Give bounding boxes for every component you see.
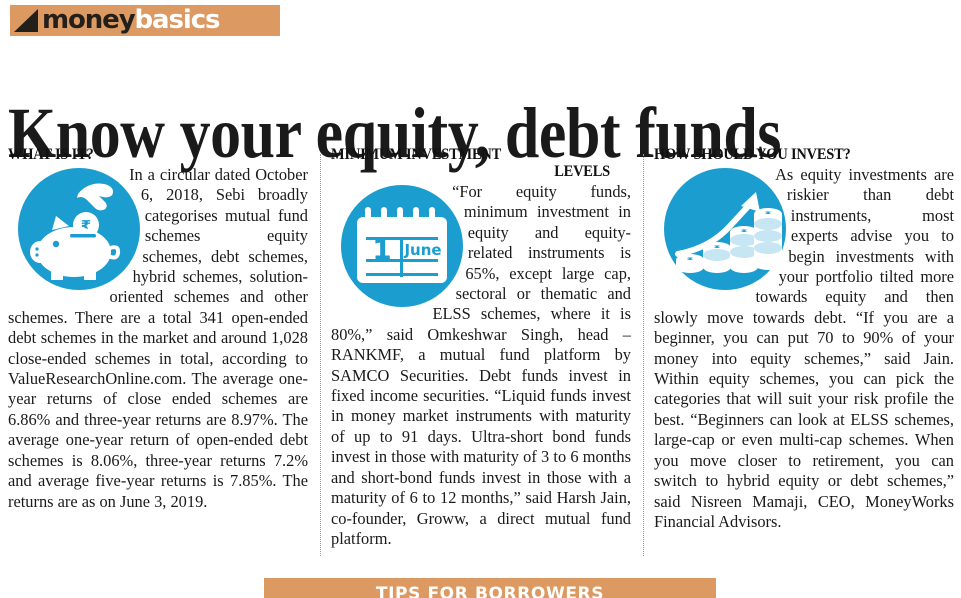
column-heading: MINIMUM INVESTMENT LEVELS xyxy=(331,146,610,180)
growth-chart-glyph: ₹ ₹ ₹ ₹ xyxy=(675,192,782,273)
piggy-bank-glyph: ₹ xyxy=(30,183,121,280)
masthead-banner: money basics xyxy=(10,5,280,36)
column-body-text: In a circular dated October 6, 2018, Seb… xyxy=(8,165,308,511)
masthead-word-basics: basics xyxy=(134,5,221,35)
column-body: “For equity funds, minimum investment in… xyxy=(331,182,631,549)
column-body-text: As equity investments are riskier than d… xyxy=(654,165,954,531)
column-gap xyxy=(308,146,331,566)
masthead-word-money: money xyxy=(42,5,136,35)
column-heading: WHAT IS IT? xyxy=(8,146,94,163)
column-what-is-it: WHAT IS IT? ₹ xyxy=(8,146,308,566)
page-title: Know your equity, debt funds xyxy=(8,93,782,174)
column-how-should-you-invest: HOW SHOULD YOU INVEST? ₹ ₹ ₹ xyxy=(654,146,954,566)
column-rule xyxy=(319,154,321,556)
column-body: As equity investments are riskier than d… xyxy=(654,165,954,532)
calendar-glyph: 1 June xyxy=(357,207,447,283)
bottom-banner: TIPS FOR BORROWERS xyxy=(264,578,716,598)
calendar-icon: 1 June xyxy=(341,185,463,307)
column-heading-line1: MINIMUM INVESTMENT xyxy=(331,146,502,163)
column-body: In a circular dated October 6, 2018, Seb… xyxy=(8,165,308,512)
piggy-bank-icon: ₹ xyxy=(18,168,140,290)
bottom-banner-text: TIPS FOR BORROWERS xyxy=(375,584,605,598)
triangle-icon xyxy=(14,9,38,32)
calendar-day: 1 xyxy=(372,233,391,266)
calendar-month: June xyxy=(403,241,441,259)
column-minimum-investment: MINIMUM INVESTMENT LEVELS 1 June xyxy=(331,146,631,566)
article-columns: WHAT IS IT? ₹ xyxy=(8,146,955,566)
column-gap xyxy=(631,146,654,566)
column-body-text: “For equity funds, minimum investment in… xyxy=(331,182,631,548)
growth-chart-icon: ₹ ₹ ₹ ₹ xyxy=(664,168,786,290)
column-heading: HOW SHOULD YOU INVEST? xyxy=(654,146,851,163)
column-heading-line2: LEVELS xyxy=(554,163,610,180)
svg-text:₹: ₹ xyxy=(81,217,91,235)
column-rule xyxy=(642,154,644,556)
